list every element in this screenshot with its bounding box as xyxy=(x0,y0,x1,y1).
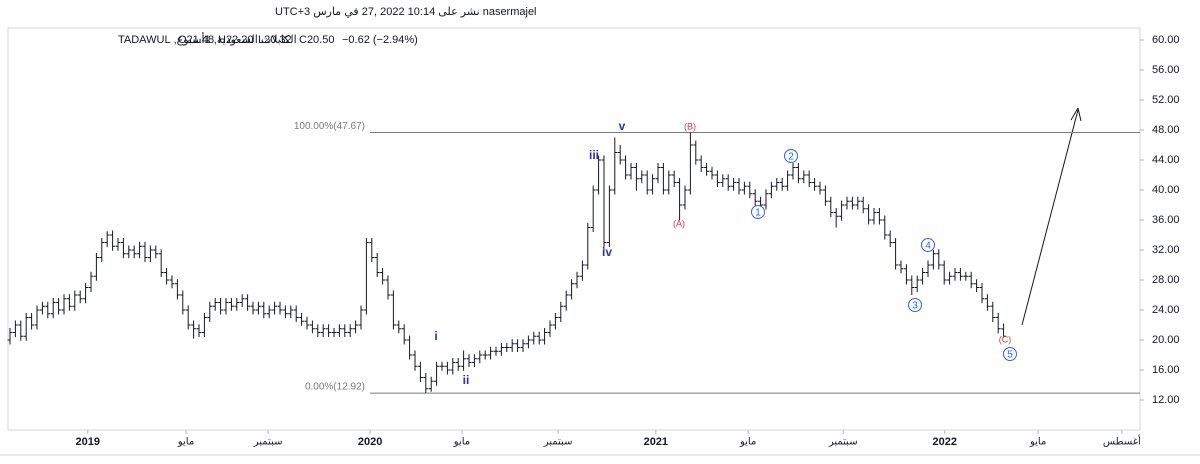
wave-label: 1 xyxy=(755,208,761,219)
y-tick-label: 20.00 xyxy=(1152,334,1180,346)
wave-circle xyxy=(1003,347,1017,361)
legend: الكابلات السعودية, 1أسبوع, TADAWUL O21.4… xyxy=(118,32,418,46)
y-tick-label: 52.00 xyxy=(1152,94,1180,106)
y-tick-label: 16.00 xyxy=(1152,364,1180,376)
wave-circle xyxy=(751,205,765,219)
x-tick-label: سبتمبر xyxy=(543,437,573,448)
wave-label: iv xyxy=(602,245,612,259)
header: nasermajel نشر على 10:14 2022 ,27 في مار… xyxy=(275,6,537,18)
wave-circle xyxy=(784,149,798,163)
wave-label: i xyxy=(434,329,437,343)
x-tick-label: سبتمبر xyxy=(828,437,858,448)
wave-label: 4 xyxy=(925,241,931,252)
wave-label: v xyxy=(619,119,626,133)
x-tick-label: سبتمبر xyxy=(253,437,283,448)
legend-low: L20.32 xyxy=(258,34,292,46)
x-tick-label: مايو xyxy=(1029,437,1046,448)
wave-label: (B) xyxy=(684,121,696,131)
x-tick-label: 2021 xyxy=(644,436,668,448)
fib-label: 0.00%(12.92) xyxy=(305,382,365,393)
symbol: الكابلات السعودية, 1أسبوع, TADAWUL xyxy=(118,32,297,46)
y-tick-label: 56.00 xyxy=(1152,64,1180,76)
x-tick-label: 2022 xyxy=(932,436,956,448)
y-tick-label: 60.00 xyxy=(1152,34,1180,46)
wave-circle xyxy=(921,238,935,252)
legend-close: C20.50 xyxy=(299,34,334,46)
y-tick-label: 48.00 xyxy=(1152,124,1180,136)
y-tick-label: 24.00 xyxy=(1152,304,1180,316)
x-tick-label: 2019 xyxy=(76,436,100,448)
wave-label: iii xyxy=(589,148,599,162)
x-tick-label: أغسطس xyxy=(1103,435,1141,448)
x-tick-label: مايو xyxy=(177,437,194,448)
x-tick-label: مايو xyxy=(739,437,756,448)
wave-label: 2 xyxy=(788,152,794,163)
x-tick-label: مايو xyxy=(453,437,470,448)
y-tick-label: 40.00 xyxy=(1152,184,1180,196)
wave-label: ii xyxy=(463,373,470,387)
y-tick-label: 36.00 xyxy=(1152,214,1180,226)
plot-frame xyxy=(7,27,1141,431)
wave-label: 3 xyxy=(912,301,918,312)
y-tick-label: 44.00 xyxy=(1152,154,1180,166)
wave-label: (C) xyxy=(999,334,1012,344)
y-tick-label: 12.00 xyxy=(1152,394,1180,406)
legend-high: H22.20 xyxy=(218,34,253,46)
legend-change: −0.62 (−2.94%) xyxy=(342,34,418,46)
arrow-line xyxy=(1021,109,1079,326)
wave-label: (A) xyxy=(673,218,685,228)
y-tick-label: 32.00 xyxy=(1152,244,1180,256)
y-tick-label: 28.00 xyxy=(1152,274,1180,286)
legend-open: O21.48 xyxy=(178,34,214,46)
wave-circle xyxy=(908,298,922,312)
fib-label: 100.00%(47.67) xyxy=(294,121,365,132)
x-tick-label: 2020 xyxy=(358,436,382,448)
arrow-head xyxy=(1070,107,1082,122)
wave-label: 5 xyxy=(1007,350,1013,361)
